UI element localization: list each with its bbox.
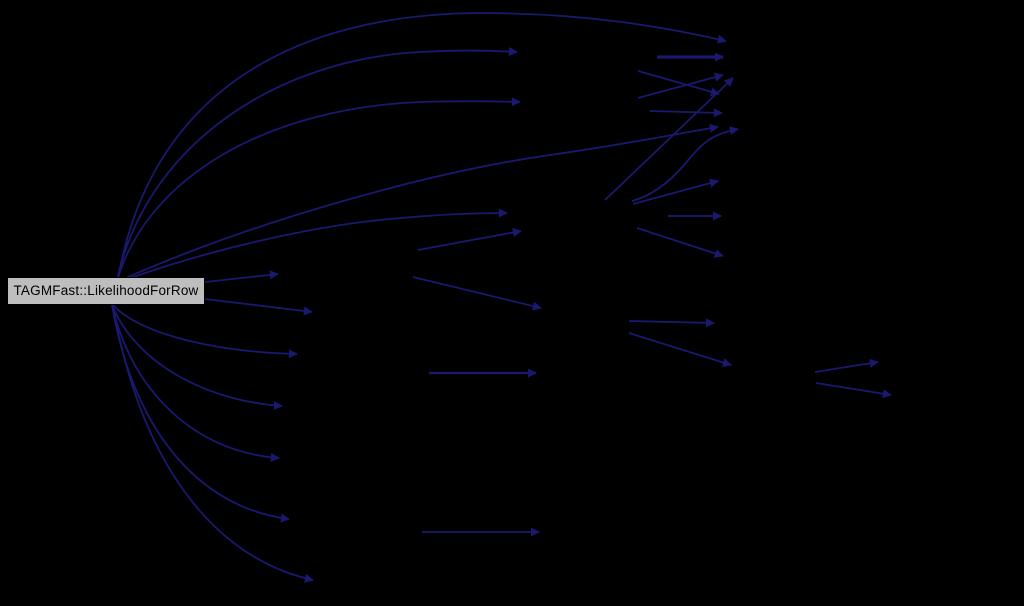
call-edge-fan-down-4	[111, 304, 290, 523]
call-edge-fan-down-5	[112, 304, 314, 583]
call-edge-fan-down-2	[111, 304, 283, 410]
call-edge-far-right-up	[814, 358, 879, 373]
call-edge-fan-down-1	[112, 304, 298, 359]
call-edge-cluster-horizontal-2	[649, 108, 723, 118]
call-edge-cross-up	[637, 72, 724, 99]
call-edge-steep-diagonal	[604, 77, 734, 201]
call-edge-fan2-down	[636, 227, 724, 258]
call-edge-gentle-to-mid	[116, 208, 508, 284]
call-edge-right-node-horizontal	[628, 318, 715, 328]
call-edge-s-curve	[631, 126, 739, 202]
call-edge-arc-to-mid-top-2	[116, 97, 521, 282]
call-edge-cross-down	[637, 70, 720, 97]
graph-edges	[111, 12, 892, 583]
graph-node-likelihoodforrow: TAGMFast::LikelihoodForRow	[7, 277, 205, 305]
call-edge-arc-to-top-1	[117, 12, 727, 280]
call-edge-mid-node-up	[417, 228, 522, 251]
call-edge-fan-down-3	[111, 304, 280, 462]
call-edge-mid-node-down	[412, 276, 542, 311]
call-edge-short-right-down	[204, 298, 313, 316]
call-edge-arc-to-mid-top-1	[116, 47, 518, 281]
graph-node-label: TAGMFast::LikelihoodForRow	[13, 283, 199, 299]
call-edge-fan2-up	[632, 178, 719, 205]
call-edge-short-right-up	[204, 270, 279, 283]
call-edge-long-gentle-to-cluster	[116, 123, 719, 283]
call-edge-far-right-down	[815, 382, 892, 399]
call-edge-right-node-down	[628, 332, 732, 367]
